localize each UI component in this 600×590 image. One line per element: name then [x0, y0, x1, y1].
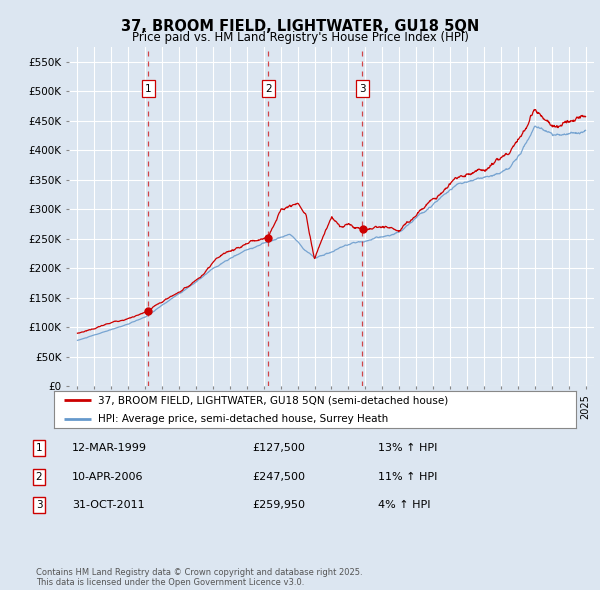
Text: £259,950: £259,950	[252, 500, 305, 510]
Text: 1: 1	[145, 84, 152, 93]
Text: 31-OCT-2011: 31-OCT-2011	[72, 500, 145, 510]
Text: 1: 1	[35, 444, 43, 453]
Text: 11% ↑ HPI: 11% ↑ HPI	[378, 472, 437, 481]
Text: 13% ↑ HPI: 13% ↑ HPI	[378, 444, 437, 453]
Text: £247,500: £247,500	[252, 472, 305, 481]
Text: £127,500: £127,500	[252, 444, 305, 453]
Text: 10-APR-2006: 10-APR-2006	[72, 472, 143, 481]
Text: 3: 3	[35, 500, 43, 510]
Text: 3: 3	[359, 84, 366, 93]
Text: 37, BROOM FIELD, LIGHTWATER, GU18 5QN: 37, BROOM FIELD, LIGHTWATER, GU18 5QN	[121, 19, 479, 34]
Text: 2: 2	[265, 84, 272, 93]
Text: 4% ↑ HPI: 4% ↑ HPI	[378, 500, 431, 510]
Text: HPI: Average price, semi-detached house, Surrey Heath: HPI: Average price, semi-detached house,…	[98, 414, 389, 424]
Text: 2: 2	[35, 472, 43, 481]
Text: 37, BROOM FIELD, LIGHTWATER, GU18 5QN (semi-detached house): 37, BROOM FIELD, LIGHTWATER, GU18 5QN (s…	[98, 395, 449, 405]
Text: Price paid vs. HM Land Registry's House Price Index (HPI): Price paid vs. HM Land Registry's House …	[131, 31, 469, 44]
Text: Contains HM Land Registry data © Crown copyright and database right 2025.
This d: Contains HM Land Registry data © Crown c…	[36, 568, 362, 587]
Text: 12-MAR-1999: 12-MAR-1999	[72, 444, 147, 453]
